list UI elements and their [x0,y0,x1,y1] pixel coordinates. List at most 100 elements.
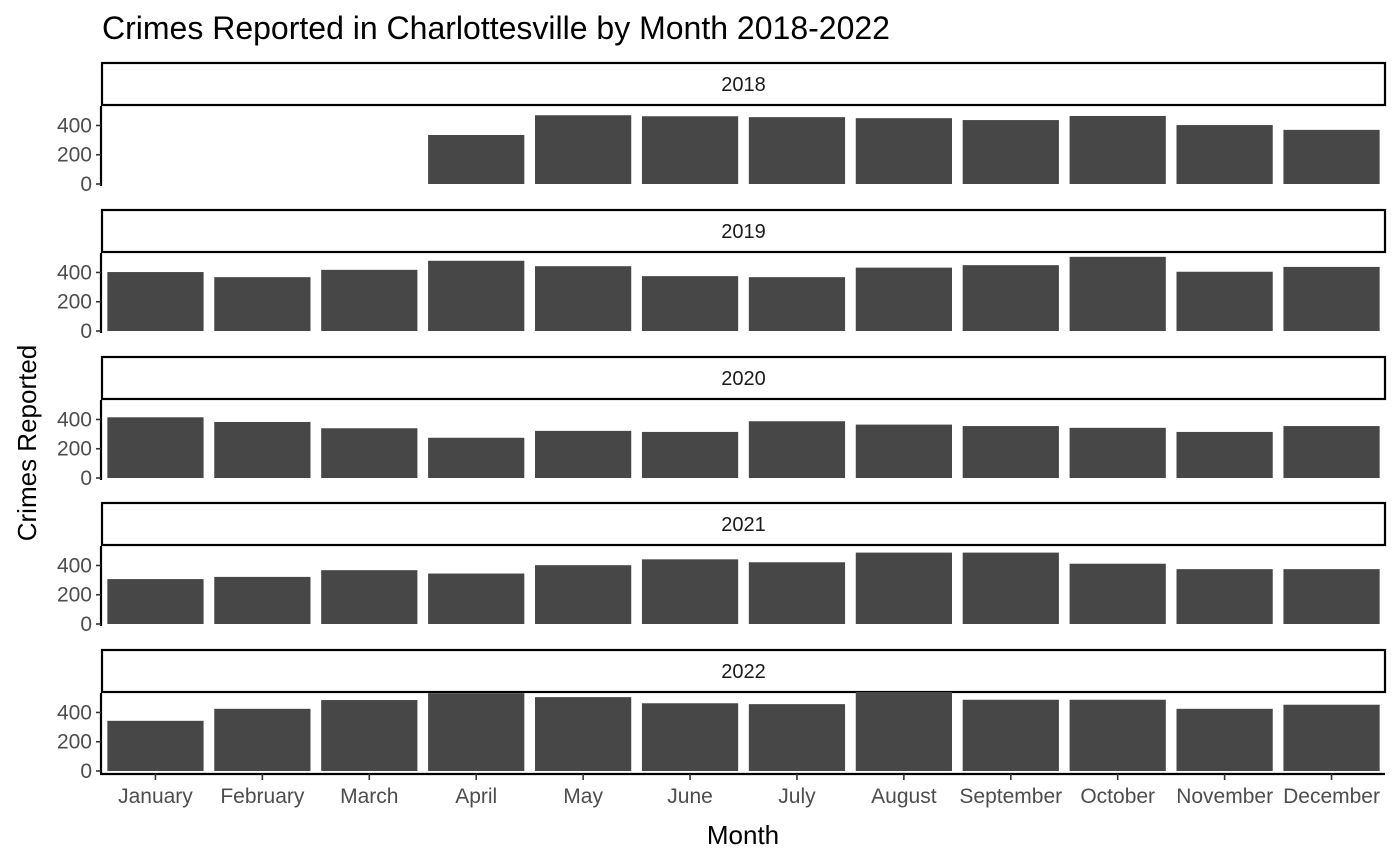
y-tick-label: 200 [57,438,92,461]
y-tick-label: 400 [57,261,92,284]
bar-2021-november [1176,569,1273,624]
bar-2019-october [1069,256,1166,331]
bar-2022-november [1176,708,1273,771]
y-axis-title: Crimes Reported [12,345,42,542]
x-axis: January February March April May June July Augu… [100,772,1385,808]
bar-2021-may [535,565,632,624]
bar-2019-july [748,277,846,331]
bar-2019-november [1176,271,1273,331]
bar-2022-august [855,691,952,771]
bar-2020-august [855,424,952,478]
bar-2020-june [641,431,739,478]
x-axis-title: Month [707,820,779,850]
facet-strip [100,208,1387,254]
x-tick-label: August [871,785,937,808]
bar-2020-november [1176,431,1273,478]
bar-2019-march [321,269,418,331]
bar-2020-march [321,428,418,478]
y-tick-label: 0 [80,320,92,343]
facet-strip [100,501,1387,547]
bar-2022-june [641,703,739,771]
bar-2020-january [107,417,204,478]
bar-2020-july [748,421,846,478]
facet-strip-label: 2020 [721,368,766,390]
bar-2018-august [855,118,952,184]
bar-2021-june [641,559,739,624]
facet-panels: 2018020040020190200400202002004002021020… [57,61,1387,783]
x-tick-label: September [959,785,1062,808]
x-tick-label: February [220,785,305,808]
bar-2018-october [1069,115,1166,184]
bar-2020-february [214,421,311,478]
x-tick-label: April [455,785,497,808]
x-tick-label: March [340,785,398,808]
bar-2021-september [962,552,1059,624]
x-tick-label: October [1080,785,1155,808]
bar-2021-april [428,573,525,624]
bar-2021-january [107,579,204,624]
y-tick-label: 400 [57,114,92,137]
bar-2018-june [641,116,739,184]
chart-title: Crimes Reported in Charlottesville by Mo… [102,10,890,46]
facet-strip-label: 2018 [721,74,766,96]
bar-2019-september [962,265,1059,331]
facet-2020: 2020 0 200 400 [57,355,1387,490]
bar-2021-october [1069,563,1166,624]
x-tick-label: June [667,785,713,808]
bar-2018-april [428,134,525,184]
y-tick-label: 200 [57,144,92,167]
y-tick-label: 200 [57,584,92,607]
facet-2018: 2018 0 200 400 [57,61,1387,196]
bar-2019-april [428,260,525,331]
bar-2019-august [855,267,952,331]
bar-2020-may [535,430,632,478]
facet-strip-label: 2022 [721,661,766,683]
bar-2021-july [748,562,846,624]
bar-2022-february [214,708,311,771]
y-tick-label: 400 [57,701,92,724]
facet-strip-label: 2021 [721,514,766,536]
bar-2018-december [1283,129,1380,184]
bar-2019-january [107,272,204,331]
bar-2022-july [748,704,846,771]
y-tick-label: 0 [80,173,92,196]
bar-2019-may [535,266,632,331]
bar-2018-may [535,115,632,184]
y-tick-label: 0 [80,467,92,490]
facet-strip [100,355,1387,401]
bar-2022-march [321,700,418,771]
x-tick-label: July [778,785,816,808]
facet-2022: 2022 0 200 400 [57,648,1387,783]
facet-2019: 2019 0 200 400 [57,208,1387,343]
facet-2021: 2021 0 200 400 [57,501,1387,636]
y-tick-label: 200 [57,291,92,314]
bar-2022-december [1283,704,1380,771]
facet-strip [100,61,1387,107]
bar-2018-november [1176,125,1273,184]
x-tick-label: December [1283,785,1380,808]
facet-strip [100,648,1387,694]
bar-2022-january [107,720,204,771]
bar-2018-july [748,117,846,184]
bar-2022-may [535,697,632,771]
x-tick-label: November [1176,785,1273,808]
bar-2020-april [428,437,525,478]
facet-strip-label: 2019 [721,221,766,243]
x-tick-label: January [118,785,193,808]
bar-2022-april [428,693,525,771]
bar-2020-september [962,426,1059,478]
y-tick-label: 200 [57,731,92,754]
bar-2020-october [1069,427,1166,478]
bar-2021-august [855,552,952,624]
y-tick-label: 0 [80,760,92,783]
bar-2021-march [321,570,418,624]
bar-2019-february [214,277,311,331]
y-tick-label: 400 [57,554,92,577]
y-tick-label: 0 [80,613,92,636]
x-tick-label: May [563,785,603,808]
bar-2018-september [962,120,1059,184]
y-tick-label: 400 [57,408,92,431]
bar-2021-february [214,576,311,624]
bar-2021-december [1283,569,1380,624]
